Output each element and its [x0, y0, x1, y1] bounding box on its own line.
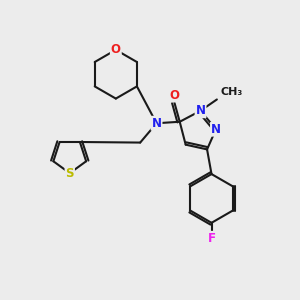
Text: N: N	[152, 117, 161, 130]
Text: S: S	[65, 167, 74, 180]
Text: F: F	[208, 232, 215, 245]
Text: O: O	[111, 43, 121, 56]
Text: CH₃: CH₃	[220, 87, 243, 97]
Text: N: N	[211, 123, 221, 136]
Text: N: N	[196, 104, 206, 117]
Text: O: O	[169, 88, 179, 101]
